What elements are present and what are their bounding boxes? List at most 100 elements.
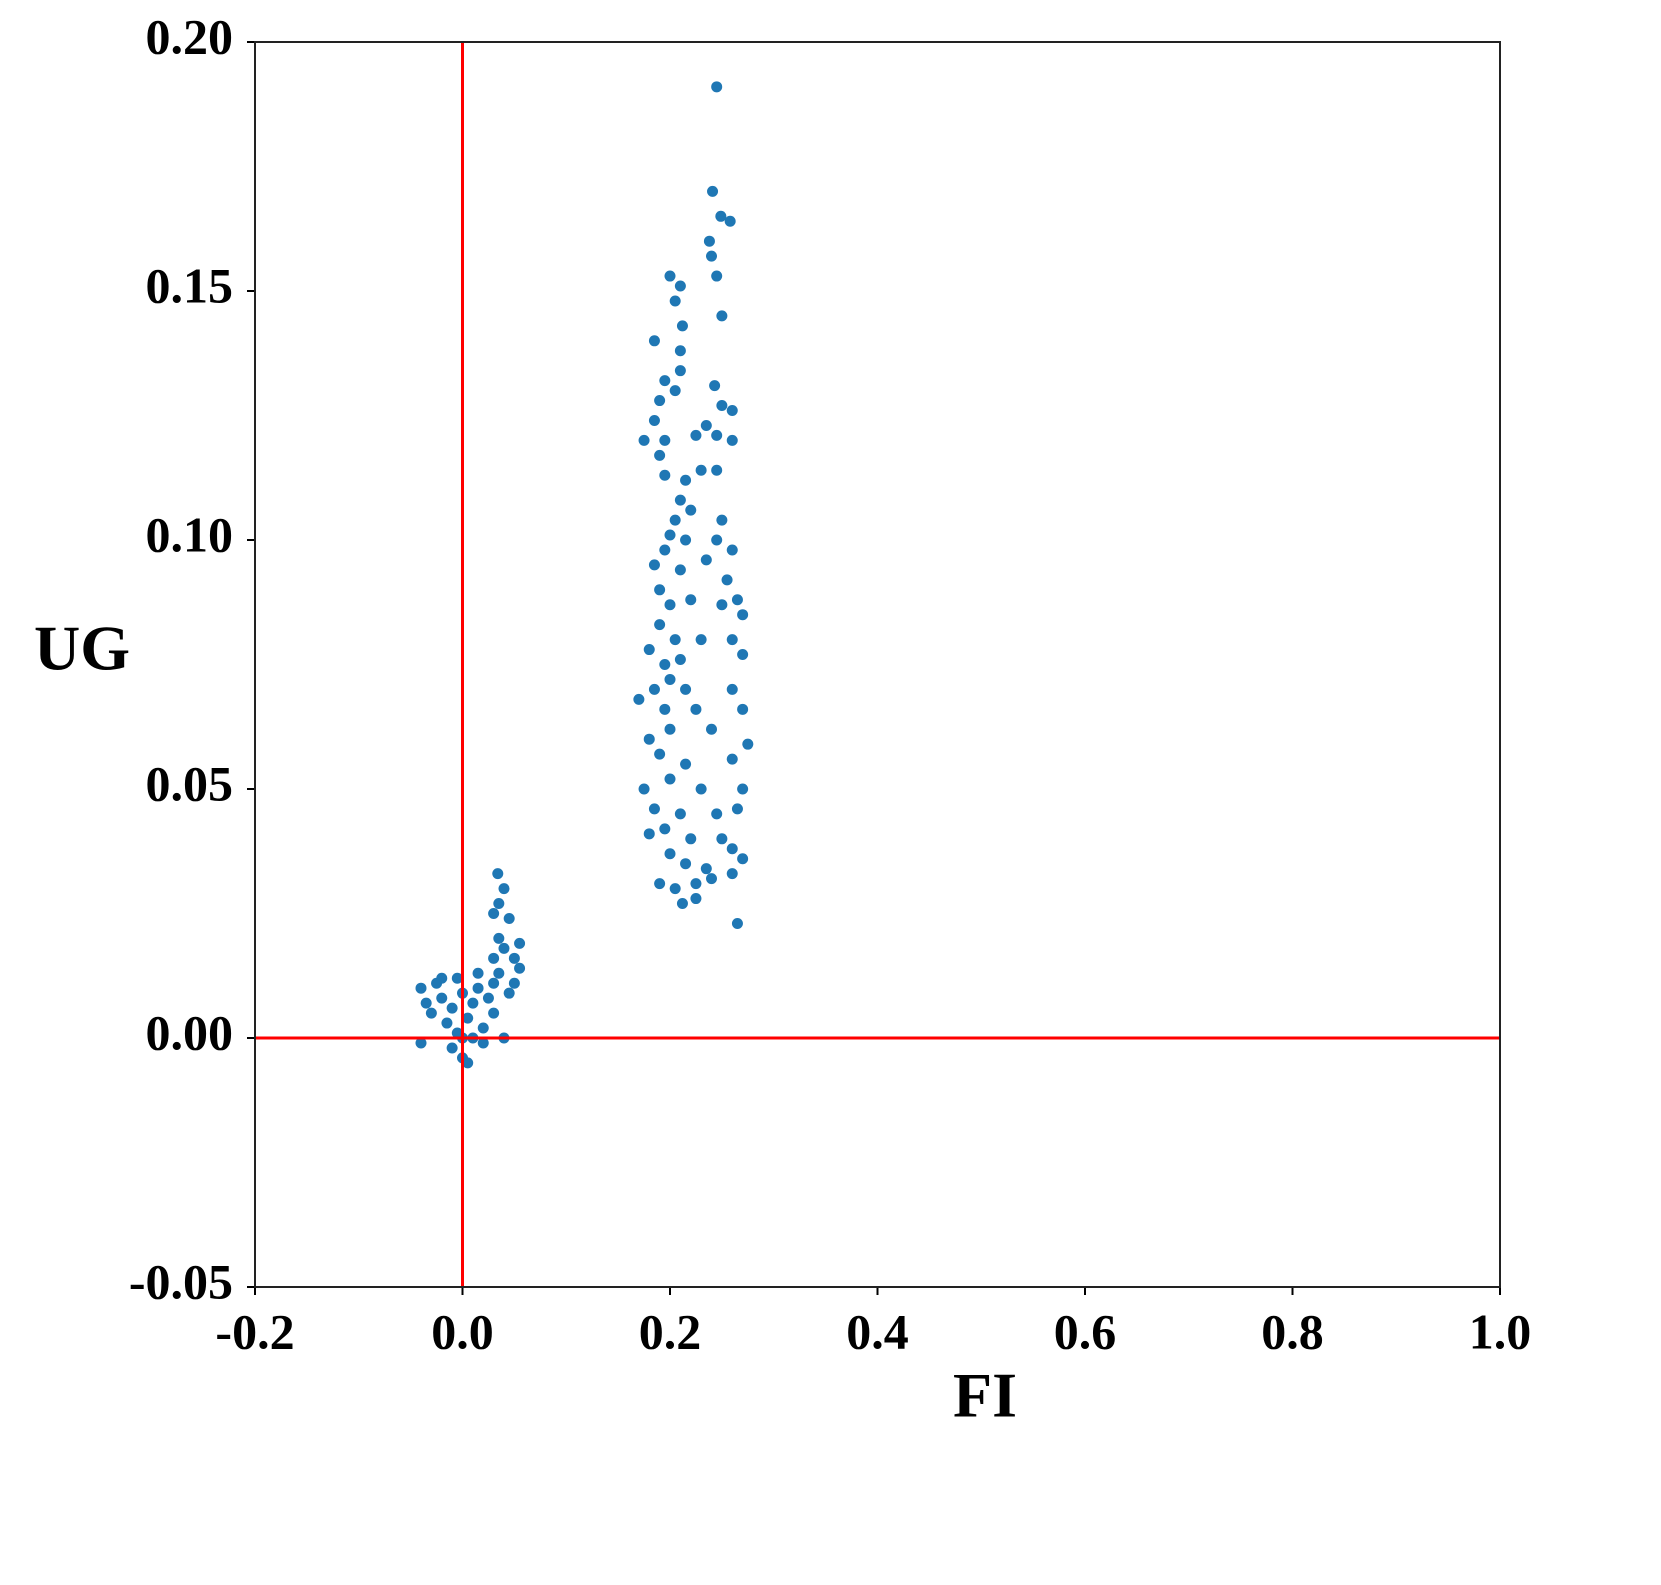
scatter-point (664, 599, 676, 611)
scatter-point (436, 972, 448, 984)
scatter-point (669, 295, 681, 307)
scatter-point (659, 703, 671, 715)
scatter-point (716, 599, 728, 611)
scatter-point (493, 898, 505, 910)
scatter-point (493, 932, 505, 944)
scatter-point (638, 783, 650, 795)
scatter-point (664, 848, 676, 860)
scatter-point (669, 883, 681, 895)
y-tick-label: -0.05 (129, 1253, 233, 1309)
scatter-point (695, 634, 707, 646)
scatter-point (737, 649, 749, 661)
scatter-point (716, 833, 728, 845)
scatter-point (674, 564, 686, 576)
scatter-point (654, 395, 666, 407)
scatter-point (711, 81, 723, 93)
scatter-point (482, 992, 494, 1004)
scatter-point (425, 1007, 437, 1019)
x-tick-label: -0.2 (215, 1303, 294, 1359)
scatter-point (680, 758, 692, 770)
y-axis-label: UG (34, 613, 130, 684)
scatter-point (726, 868, 738, 880)
scatter-point (492, 868, 504, 880)
scatter-point (508, 952, 520, 964)
scatter-point (488, 1007, 500, 1019)
scatter-point (737, 703, 749, 715)
scatter-point (654, 748, 666, 760)
scatter-point (462, 1012, 474, 1024)
scatter-point (731, 917, 743, 929)
scatter-point (638, 434, 650, 446)
y-tick-label: 0.20 (146, 8, 234, 64)
scatter-point (467, 997, 479, 1009)
scatter-point (716, 400, 728, 412)
scatter-point (498, 942, 510, 954)
scatter-point (726, 544, 738, 556)
scatter-point (446, 1042, 458, 1054)
scatter-point (514, 937, 526, 949)
scatter-point (690, 878, 702, 890)
scatter-point (659, 434, 671, 446)
scatter-point (659, 823, 671, 835)
scatter-point (737, 853, 749, 865)
scatter-point (503, 987, 515, 999)
scatter-point (488, 908, 500, 919)
scatter-point (690, 893, 702, 905)
scatter-point (664, 673, 676, 685)
scatter-point (420, 997, 432, 1009)
scatter-point (514, 962, 526, 974)
scatter-point (716, 514, 728, 526)
scatter-point (659, 469, 671, 481)
scatter-point (685, 833, 697, 845)
x-tick-label: 1.0 (1469, 1303, 1532, 1359)
scatter-point (472, 967, 484, 979)
scatter-point (488, 952, 500, 964)
scatter-point (707, 185, 719, 197)
scatter-point (726, 843, 738, 855)
scatter-point (451, 972, 463, 984)
x-tick-label: 0.2 (639, 1303, 702, 1359)
scatter-point (659, 375, 671, 387)
scatter-point (488, 977, 500, 989)
scatter-point (674, 280, 686, 292)
scatter-point (680, 474, 692, 486)
scatter-point (648, 335, 660, 347)
scatter-point (700, 863, 712, 875)
scatter-point (664, 773, 676, 785)
scatter-point (706, 250, 717, 262)
y-tick-label: 0.10 (146, 506, 234, 562)
scatter-point (737, 783, 749, 795)
scatter-point (654, 584, 666, 596)
scatter-point (664, 529, 676, 541)
scatter-point (664, 270, 676, 282)
scatter-point (472, 982, 484, 994)
scatter-point (742, 738, 754, 750)
scatter-point (654, 449, 666, 461)
scatter-point (462, 1057, 474, 1069)
scatter-point (690, 429, 702, 441)
scatter-point (654, 619, 666, 631)
scatter-point (711, 808, 723, 820)
scatter-point (493, 967, 505, 979)
y-tick-label: 0.00 (146, 1004, 234, 1060)
scatter-point (700, 419, 712, 431)
x-tick-label: 0.4 (846, 1303, 909, 1359)
scatter-point (669, 514, 681, 526)
scatter-point (674, 654, 686, 666)
x-tick-label: 0.8 (1261, 1303, 1324, 1359)
scatter-point (680, 683, 692, 695)
scatter-point (715, 210, 727, 222)
x-axis-label: FI (953, 1360, 1017, 1431)
scatter-point (477, 1022, 489, 1034)
scatter-point (726, 634, 738, 646)
scatter-point (685, 594, 697, 606)
x-tick-label: 0.0 (431, 1303, 494, 1359)
scatter-point (690, 703, 702, 715)
scatter-point (648, 683, 660, 695)
scatter-point (498, 883, 510, 895)
scatter-point (503, 912, 515, 924)
scatter-point (674, 808, 686, 820)
scatter-point (721, 574, 733, 586)
scatter-point (643, 828, 655, 840)
